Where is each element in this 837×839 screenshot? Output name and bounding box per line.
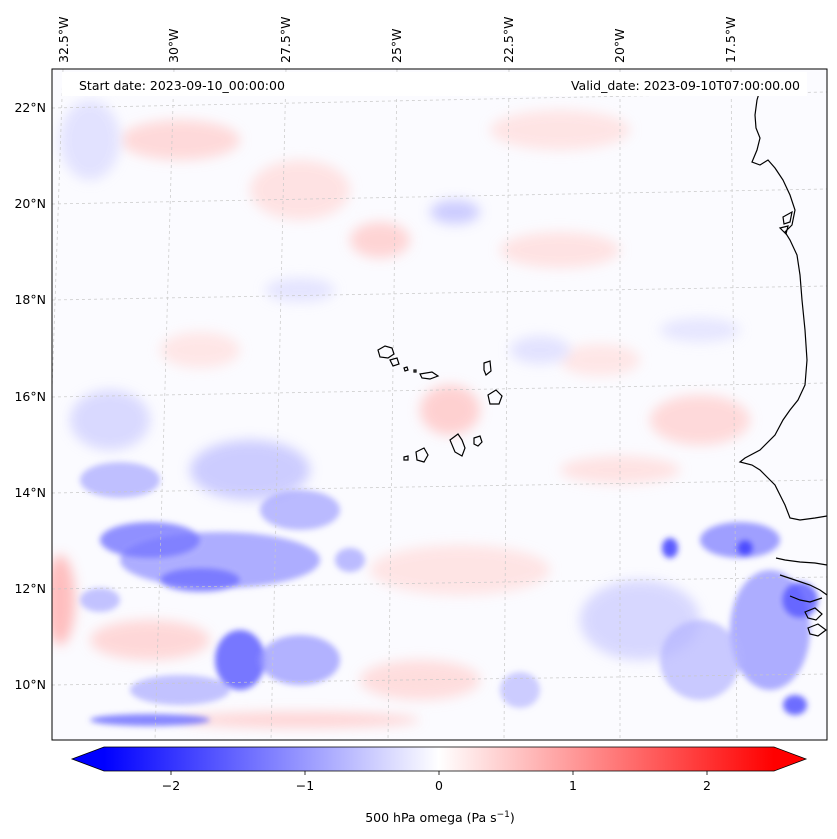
annotation-box <box>62 72 807 96</box>
lon-label: 22.5°W <box>501 17 516 63</box>
lat-label: 14°N <box>14 485 46 500</box>
lat-label: 20°N <box>14 196 46 211</box>
start-date-label: Start date: 2023-09-10_00:00:00 <box>79 78 285 93</box>
lon-label: 20°W <box>612 28 627 63</box>
colorbar-label: 500 hPa omega (Pa s−1) <box>365 810 515 825</box>
lon-label: 17.5°W <box>723 17 738 63</box>
lon-label: 32.5°W <box>56 17 71 63</box>
colorbar-outline <box>70 746 808 772</box>
colorbar-max-extend <box>774 747 806 771</box>
coastline <box>738 89 827 637</box>
colorbar-gradient <box>104 747 774 771</box>
lon-label: 30°W <box>166 28 181 63</box>
colorbar-tick: −1 <box>296 778 314 793</box>
lat-label: 18°N <box>14 292 46 307</box>
longitude-labels: 32.5°W 30°W 27.5°W 25°W 22.5°W 20°W 17.5… <box>56 17 738 63</box>
cape-verde-islands <box>377 345 503 463</box>
colorbar-label-sup: −1 <box>497 810 510 820</box>
colorbar-tick: 2 <box>703 778 711 793</box>
lat-label: 22°N <box>14 100 46 115</box>
colorbar: −2 −1 0 1 2 500 hPa omega (Pa s−1) <box>70 746 808 825</box>
colorbar-tick: 0 <box>435 778 443 793</box>
colorbar-tick: −2 <box>162 778 180 793</box>
latitude-labels: 22°N 20°N 18°N 16°N 14°N 12°N 10°N <box>14 100 46 692</box>
valid-date-label: Valid_date: 2023-09-10T07:00:00.00 <box>571 78 800 93</box>
omega-field <box>52 69 827 740</box>
lat-label: 12°N <box>14 581 46 596</box>
colorbar-label-end: ) <box>510 810 515 825</box>
plot-frame <box>51 68 828 741</box>
colorbar-label-main: 500 hPa omega (Pa s <box>365 810 496 825</box>
colorbar-min-extend <box>72 747 104 771</box>
lat-label: 10°N <box>14 677 46 692</box>
lon-label: 27.5°W <box>278 17 293 63</box>
lat-label: 16°N <box>14 389 46 404</box>
lon-label: 25°W <box>389 28 404 63</box>
colorbar-tick: 1 <box>569 778 577 793</box>
gridlines <box>52 69 827 740</box>
